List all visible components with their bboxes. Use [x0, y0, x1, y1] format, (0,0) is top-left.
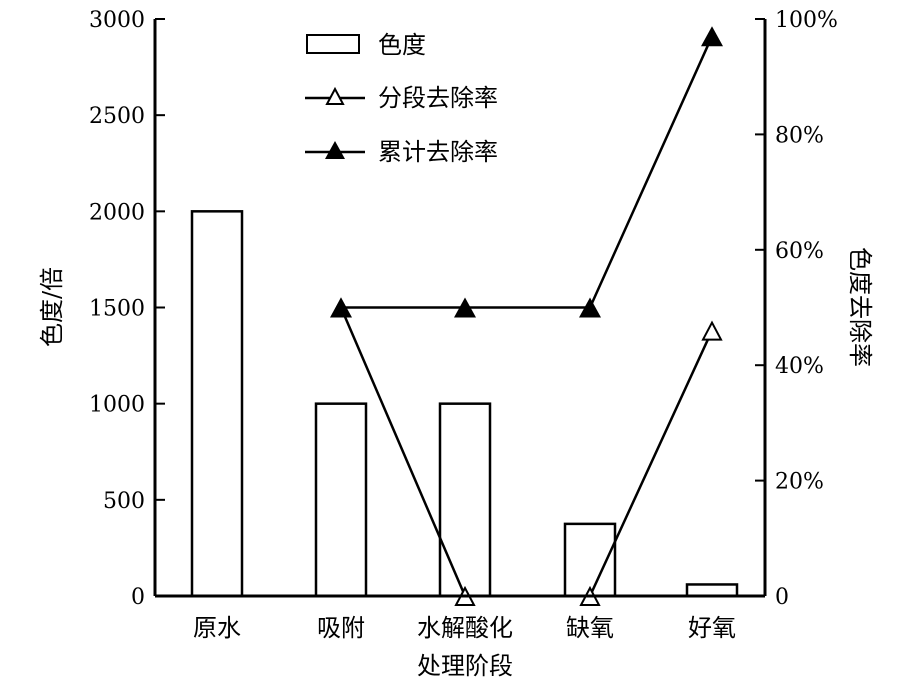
legend: 色度 分段去除率 累计去除率 — [305, 31, 498, 166]
bar-color — [190, 210, 244, 598]
x-tick-label: 原水 — [193, 614, 241, 642]
y-tick-label: 2500 — [89, 104, 145, 129]
y-tick-label: 1000 — [89, 393, 145, 418]
y2-tick-label: 100% — [775, 8, 838, 33]
legend-label-segment: 分段去除率 — [378, 84, 498, 112]
legend-label-cumulative: 累计去除率 — [378, 138, 498, 166]
bar-color — [685, 583, 739, 598]
y-tick-label: 500 — [103, 489, 145, 514]
y2-tick-label: 60% — [775, 239, 824, 264]
y2-tick-label: 40% — [775, 354, 824, 379]
y-tick-label: 0 — [131, 585, 145, 610]
bar-color — [314, 402, 368, 598]
legend-bar-swatch — [306, 34, 360, 54]
segment-removal-point — [701, 320, 723, 341]
x-axis-label: 处理阶段 — [417, 652, 513, 680]
cumulative-removal-point — [701, 26, 723, 47]
cumulative-removal-point — [330, 297, 352, 318]
x-tick-label: 水解酸化 — [417, 614, 513, 642]
y2-tick-label: 0 — [775, 585, 789, 610]
y2-tick-label: 80% — [775, 123, 824, 148]
x-tick-label: 缺氧 — [566, 614, 614, 642]
segment-removal-line — [339, 307, 714, 598]
legend-filled-triangle-icon — [325, 141, 345, 159]
y2-axis-label: 色度去除率 — [846, 247, 874, 367]
y-tick-label: 2000 — [89, 200, 145, 225]
y-tick-label: 3000 — [89, 8, 145, 33]
y2-tick-label: 20% — [775, 470, 824, 495]
x-tick-label: 好氧 — [688, 614, 736, 642]
y-axis-label: 色度/倍 — [38, 267, 66, 347]
x-tick-label: 吸附 — [317, 614, 365, 642]
legend-open-triangle-icon — [325, 86, 345, 105]
legend-label-color: 色度 — [378, 31, 426, 59]
cumulative-removal-point — [579, 297, 601, 318]
y-tick-label: 1500 — [89, 297, 145, 322]
cumulative-removal-point — [454, 297, 476, 318]
bar-color — [438, 402, 492, 598]
cumulative-removal-line — [341, 35, 714, 309]
